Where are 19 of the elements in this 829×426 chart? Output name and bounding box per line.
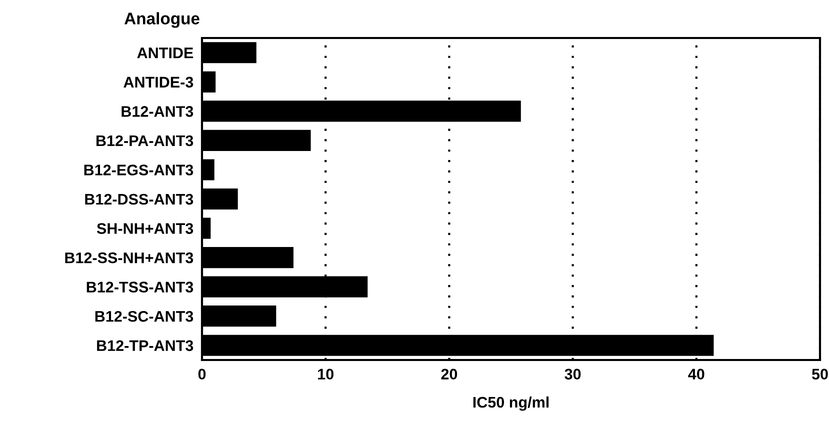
y-axis-title: Analogue — [124, 12, 200, 28]
y-tick-label: B12-SC-ANT3 — [95, 310, 194, 322]
y-tick-label: B12-ANT3 — [122, 106, 194, 117]
x-tick-label: 40 — [688, 368, 704, 380]
x-tick-label: 20 — [441, 368, 458, 380]
x-axis-title: IC50 ng/ml — [473, 396, 549, 411]
y-tick-label: B12-DSS-ANT3 — [85, 194, 194, 205]
y-tick-label: B12-SS-NH+ANT3 — [65, 252, 194, 264]
y-tick-label: B12-PA-ANT3 — [96, 135, 194, 146]
y-tick-label: SH-NH+ANT3 — [96, 223, 194, 234]
x-tick-label: 30 — [564, 368, 581, 380]
y-tick-label: ANTIDE — [137, 48, 194, 58]
y-tick-label: B12-TSS-ANT3 — [86, 282, 194, 293]
y-tick-label: ANTIDE-3 — [124, 76, 194, 88]
x-tick-label: 0 — [198, 368, 206, 380]
x-tick-label: 50 — [812, 368, 828, 380]
x-tick-label: 10 — [318, 368, 334, 380]
y-tick-label: B12-EGS-ANT3 — [84, 164, 194, 176]
y-tick-label: B12-TP-ANT3 — [97, 340, 194, 352]
